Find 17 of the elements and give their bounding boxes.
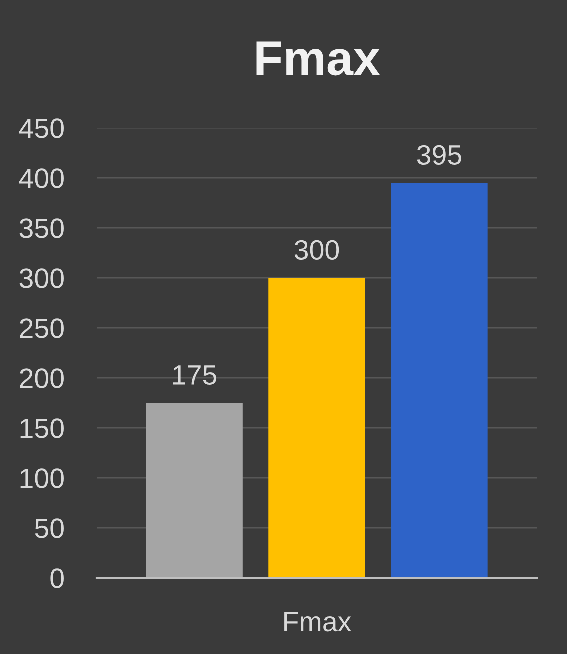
y-tick-label: 200: [20, 368, 64, 388]
text: Fmax: [284, 612, 352, 632]
bar: [391, 183, 488, 578]
y-tick-label: 150: [20, 418, 64, 438]
data-label: 175: [173, 366, 217, 386]
data-label: 300: [294, 240, 340, 260]
y-tick-label: 350: [20, 218, 64, 238]
y-tick-label: 100: [20, 468, 64, 488]
data-label: 395: [417, 145, 462, 166]
bar: [268, 278, 366, 578]
y-tick-label: 0: [50, 568, 64, 588]
y-tick-label: 50: [35, 518, 64, 538]
y-tick-label: 400: [19, 168, 64, 188]
y-tick-label: 300: [20, 268, 64, 288]
bar: [146, 403, 243, 578]
y-tick-label: 250: [20, 318, 64, 338]
y-tick-label: 450: [19, 118, 64, 138]
